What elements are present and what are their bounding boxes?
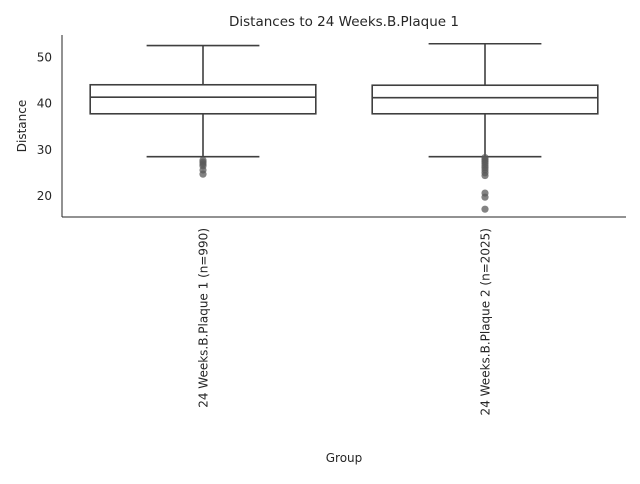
y-tick-label: 30: [37, 143, 52, 157]
x-tick-label: 24 Weeks.B.Plaque 1 (n=990): [197, 228, 211, 408]
y-tick-label: 20: [37, 189, 52, 203]
x-axis-ticks: 24 Weeks.B.Plaque 1 (n=990) 24 Weeks.B.Pl…: [197, 228, 493, 415]
box-iqr: [89, 83, 317, 115]
x-axis-label: Group: [326, 451, 363, 465]
box-group: [89, 44, 317, 178]
y-axis-label: Distance: [15, 100, 29, 152]
box-group: [371, 42, 599, 213]
y-tick-label: 50: [37, 51, 52, 65]
outlier-point: [481, 205, 489, 213]
outlier-point: [481, 171, 489, 180]
chart-title: Distances to 24 Weeks.B.Plaque 1: [229, 14, 459, 30]
x-tick-label: 24 Weeks.B.Plaque 2 (n=2025): [479, 228, 493, 415]
outlier-point: [199, 170, 207, 178]
outlier-point: [481, 193, 489, 201]
box-iqr: [371, 84, 599, 115]
plot-area: [89, 42, 599, 213]
y-tick-label: 40: [37, 97, 52, 111]
y-axis-ticks: 20 30 40 50: [37, 51, 52, 203]
